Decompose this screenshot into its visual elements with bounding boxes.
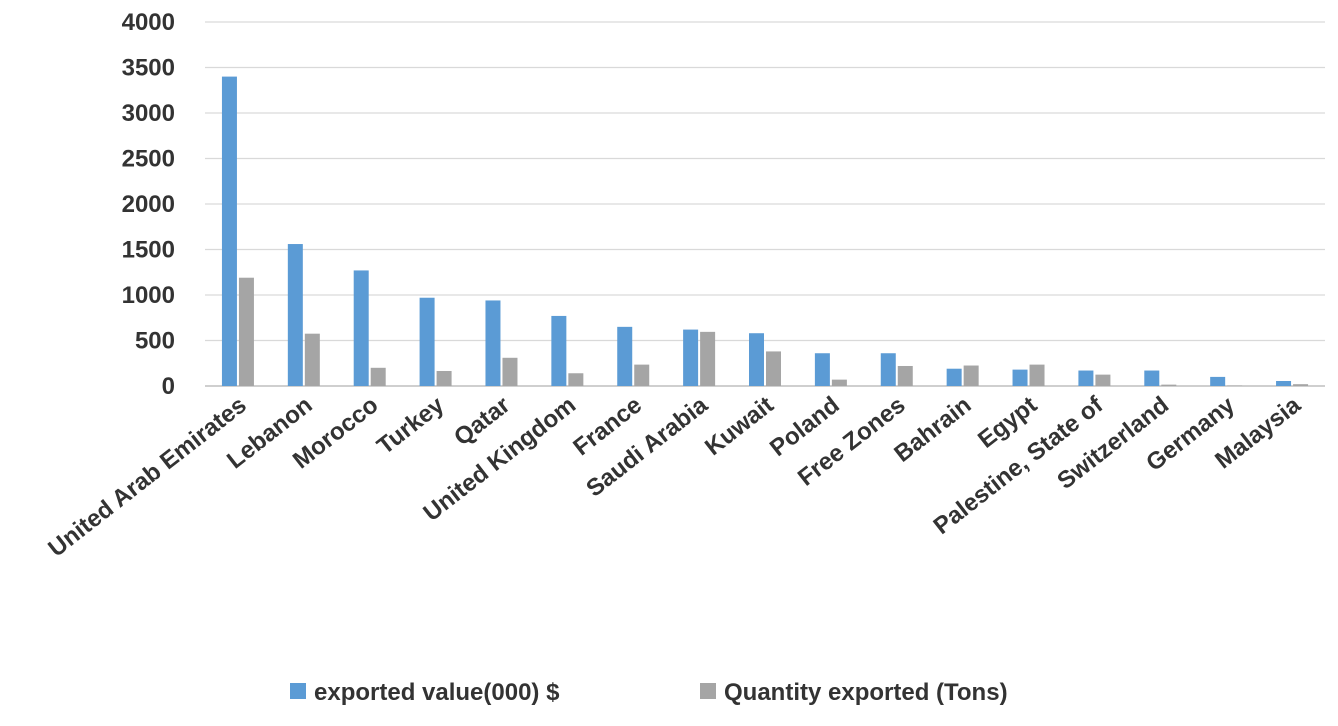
bar-quantity-exported xyxy=(502,358,517,386)
bar-quantity-exported xyxy=(832,380,847,386)
legend-label: exported value(000) $ xyxy=(314,679,560,706)
bar-exported-value xyxy=(1276,381,1291,386)
bar-exported-value xyxy=(749,333,764,386)
x-tick-label: United Arab Emirates xyxy=(43,391,251,562)
bar-exported-value xyxy=(288,244,303,386)
bar-quantity-exported xyxy=(1293,384,1308,386)
bar-exported-value xyxy=(947,369,962,386)
legend-swatch xyxy=(290,683,306,699)
bar-quantity-exported xyxy=(898,366,913,386)
x-tick-label: Kuwait xyxy=(700,391,779,461)
y-tick-label: 2000 xyxy=(122,191,175,218)
legend: exported value(000) $ Quantity exported (… xyxy=(290,679,1008,706)
bar-quantity-exported xyxy=(634,365,649,386)
y-tick-label: 1500 xyxy=(122,237,175,264)
y-tick-label: 500 xyxy=(135,328,175,355)
bar-quantity-exported xyxy=(437,371,452,386)
bar-exported-value xyxy=(1078,371,1093,386)
bars xyxy=(222,77,1308,386)
gridlines xyxy=(205,22,1325,386)
bar-quantity-exported xyxy=(1161,385,1176,386)
bar-quantity-exported xyxy=(305,334,320,386)
bar-exported-value xyxy=(354,270,369,386)
bar-quantity-exported xyxy=(239,278,254,386)
y-tick-label: 4000 xyxy=(122,9,175,36)
y-tick-label: 3000 xyxy=(122,100,175,127)
bar-exported-value xyxy=(222,77,237,386)
bar-exported-value xyxy=(1013,370,1028,386)
bar-quantity-exported xyxy=(700,332,715,386)
y-tick-label: 2500 xyxy=(122,146,175,173)
bar-quantity-exported xyxy=(766,351,781,386)
bar-quantity-exported xyxy=(1095,375,1110,386)
y-tick-label: 1000 xyxy=(122,282,175,309)
legend-swatch xyxy=(700,683,716,699)
bar-quantity-exported xyxy=(964,366,979,386)
bar-exported-value xyxy=(617,327,632,386)
bar-quantity-exported xyxy=(1030,365,1045,386)
bar-exported-value xyxy=(683,330,698,386)
bar-exported-value xyxy=(485,300,500,386)
legend-label: Quantity exported (Tons) xyxy=(724,679,1008,706)
y-axis-ticks: 0 500 1000 1500 2000 2500 3000 3500 4000 xyxy=(122,9,175,400)
y-tick-label: 3500 xyxy=(122,55,175,82)
bar-exported-value xyxy=(1210,377,1225,386)
x-tick-label: Turkey xyxy=(372,391,450,460)
bar-exported-value xyxy=(881,353,896,386)
bar-exported-value xyxy=(815,353,830,386)
bar-exported-value xyxy=(551,316,566,386)
x-axis-ticks: United Arab EmiratesLebanonMoroccoTurkey… xyxy=(43,391,1306,563)
bar-exported-value xyxy=(420,298,435,386)
y-tick-label: 0 xyxy=(162,373,175,400)
bar-quantity-exported xyxy=(371,368,386,386)
bar-quantity-exported xyxy=(568,373,583,386)
bar-exported-value xyxy=(1144,371,1159,386)
